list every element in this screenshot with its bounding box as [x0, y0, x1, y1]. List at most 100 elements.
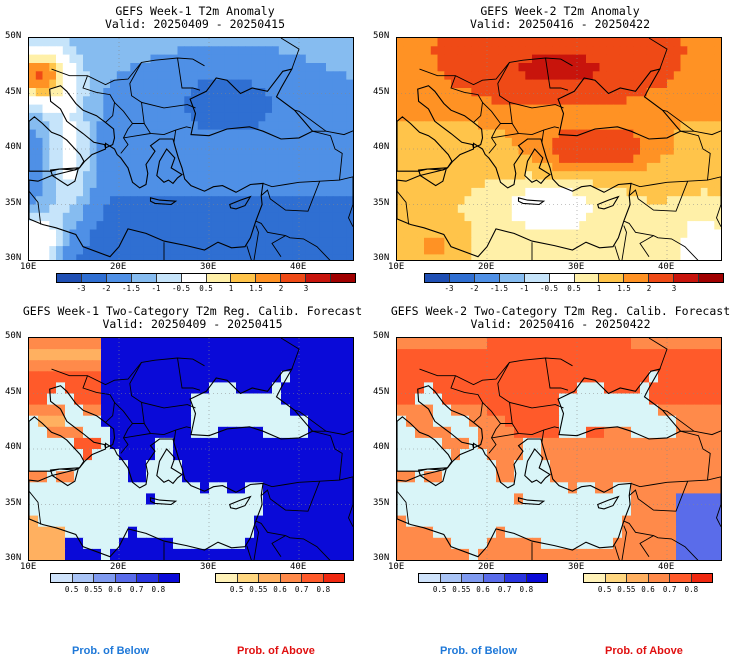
- colorbar-swatch: [280, 574, 302, 582]
- colorbar-tick-label: 0.55: [249, 585, 268, 594]
- lat-label: 30N: [5, 253, 22, 263]
- anomaly-colorbar-week1: [56, 273, 356, 283]
- colorbar-tick-label: 0.8: [316, 585, 331, 594]
- colorbar-tick-label: 0.6: [273, 585, 287, 594]
- colorbar-tick-label: -2: [101, 284, 111, 293]
- colorbar-swatch: [181, 274, 207, 282]
- colorbar-swatch: [674, 274, 700, 282]
- above-colorbar-week2: [583, 573, 713, 583]
- field-shading: [29, 38, 353, 260]
- colorbar-tick-label: 3: [303, 284, 309, 293]
- colorbar-swatch: [302, 574, 324, 582]
- colorbar-tick-label: 0.55: [84, 585, 103, 594]
- colorbar-tick-label: 0.5: [199, 284, 213, 293]
- lon-label: 10E: [388, 562, 405, 572]
- colorbar-swatch: [699, 274, 724, 282]
- colorbar-swatch: [237, 574, 259, 582]
- colorbar-swatch: [231, 274, 257, 282]
- colorbar-swatch: [499, 274, 525, 282]
- lat-label: 35N: [5, 197, 22, 208]
- map-panel-4: [396, 337, 722, 561]
- field-shading: [397, 38, 721, 260]
- country-borders: [29, 338, 353, 560]
- colorbar-tick-label: -1: [519, 284, 529, 293]
- graticule: [397, 38, 721, 260]
- lon-label: 40E: [290, 262, 307, 272]
- field-shading: [29, 338, 353, 560]
- panel1-valid: Valid: 20250409 - 20250415: [104, 17, 285, 31]
- legend-prob-above-week1: Prob. of Above: [237, 645, 315, 657]
- colorbar-swatch: [449, 274, 475, 282]
- lon-label: 30E: [568, 562, 585, 572]
- colorbar-tick-label: 0.5: [432, 585, 447, 594]
- colorbar-tick-label: 0.6: [641, 585, 655, 594]
- lon-label: 40E: [290, 562, 307, 572]
- legend-prob-below-week1: Prob. of Below: [72, 645, 149, 657]
- colorbar-tick-label: 0.7: [497, 585, 512, 594]
- colorbar-swatch: [425, 274, 450, 282]
- country-borders: [29, 38, 353, 260]
- panel4-valid: Valid: 20250416 - 20250422: [470, 317, 651, 331]
- graticule: [397, 338, 721, 560]
- colorbar-tick-label: 0.8: [151, 585, 166, 594]
- colorbar-tick-label: -3: [76, 284, 86, 293]
- lat-label: 40N: [5, 442, 22, 452]
- coastlines: [397, 68, 682, 258]
- map-panel-1: [28, 37, 354, 261]
- panel4-title: GEFS Week-2 Two-Category T2m Reg. Calib.…: [390, 304, 731, 331]
- panel2-title: GEFS Week-2 T2m Anomaly Valid: 20250416 -…: [469, 4, 650, 31]
- colorbar-tick-label: 0.6: [476, 585, 490, 594]
- colorbar-tick-label: 0.6: [108, 585, 122, 594]
- colorbar-tick-label: 0.5: [567, 284, 581, 293]
- lat-label: 45N: [5, 86, 22, 97]
- colorbar-swatch: [106, 274, 132, 282]
- lat-label: 35N: [373, 197, 390, 208]
- colorbar-tick-label: 0.5: [229, 585, 244, 594]
- colorbar-tick-label: 0.8: [519, 585, 534, 594]
- lon-label: 10E: [20, 562, 37, 572]
- graticule: [29, 38, 353, 260]
- colorbar-tick-label: 0.7: [662, 585, 677, 594]
- lat-label: 50N: [373, 331, 390, 341]
- lat-label: 45N: [373, 386, 390, 397]
- colorbar-swatch: [331, 274, 356, 282]
- lat-label: 40N: [5, 142, 22, 152]
- below-colorbar-week2: [418, 573, 548, 583]
- colorbar-tick-label: -1.5: [121, 284, 141, 293]
- lon-label: 10E: [20, 262, 37, 272]
- colorbar-swatch: [206, 274, 232, 282]
- colorbar-tick-label: 1: [228, 284, 234, 293]
- below-colorbar-week1: [50, 573, 180, 583]
- anomaly-colorbar-week2: [424, 273, 724, 283]
- colorbar-swatch: [526, 574, 547, 582]
- lat-label: 45N: [5, 386, 22, 397]
- colorbar-tick-label: 0.55: [452, 585, 471, 594]
- colorbar-swatch: [115, 574, 137, 582]
- colorbar-swatch: [81, 274, 107, 282]
- colorbar-swatch: [505, 574, 527, 582]
- lon-label: 30E: [568, 262, 585, 272]
- lon-label: 10E: [388, 262, 405, 272]
- colorbar-swatch: [605, 574, 627, 582]
- legend-prob-below-week2: Prob. of Below: [440, 645, 517, 657]
- colorbar-swatch: [131, 274, 157, 282]
- colorbar-swatch: [462, 574, 484, 582]
- colorbar-swatch: [524, 274, 550, 282]
- colorbar-swatch: [158, 574, 179, 582]
- above-colorbar-week1: [215, 573, 345, 583]
- colorbar-tick-label: 0.5: [64, 585, 79, 594]
- lon-label: 40E: [658, 262, 675, 272]
- colorbar-tick-label: 1.5: [249, 284, 263, 293]
- lat-label: 40N: [373, 442, 390, 452]
- colorbar-swatch: [259, 574, 281, 582]
- colorbar-swatch: [599, 274, 625, 282]
- colorbar-tick-label: 0.7: [129, 585, 144, 594]
- colorbar-swatch: [256, 274, 282, 282]
- country-borders: [397, 38, 721, 260]
- colorbar-swatch: [483, 574, 505, 582]
- colorbar-tick-label: 0.7: [294, 585, 309, 594]
- colorbar-swatch: [51, 574, 73, 582]
- colorbar-swatch: [627, 574, 649, 582]
- colorbar-swatch: [649, 274, 675, 282]
- panel3-title: GEFS Week-1 Two-Category T2m Reg. Calib.…: [22, 304, 363, 331]
